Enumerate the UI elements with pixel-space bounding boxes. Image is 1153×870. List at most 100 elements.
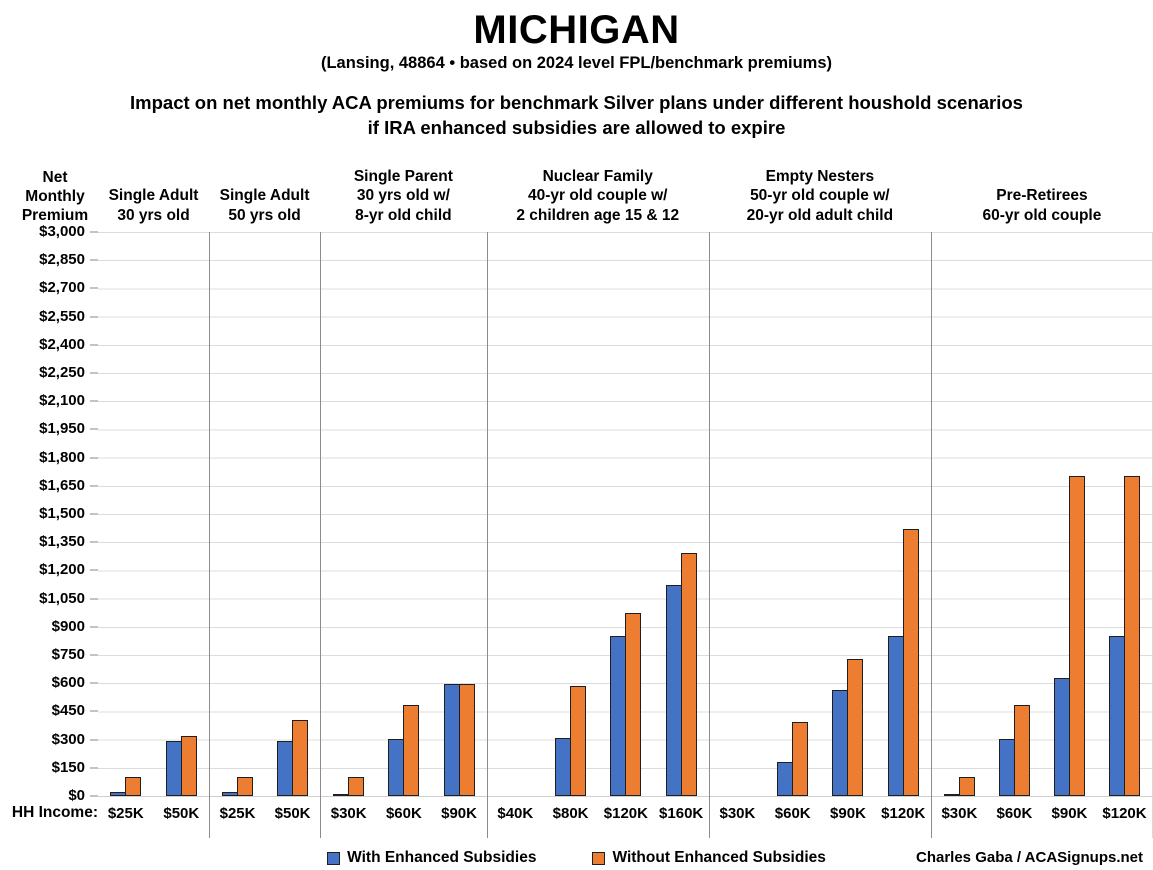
bar-without-enhanced (847, 658, 864, 796)
bar-without-enhanced (625, 612, 642, 796)
bar-with-enhanced (277, 740, 294, 796)
bar-slot (987, 232, 1042, 796)
bar-pair (277, 232, 309, 796)
y-tick-mark (90, 456, 98, 459)
bar-with-enhanced (610, 636, 627, 796)
y-tick-mark (90, 428, 98, 431)
bar-slot (1042, 232, 1097, 796)
y-tick-mark (90, 710, 98, 713)
y-tick-text: $3,000 (39, 223, 85, 240)
scenario-panel-title-line: Single Adult (219, 187, 310, 204)
bar-slot (598, 232, 653, 796)
bar-with-enhanced (110, 792, 127, 796)
scenario-panel-title-line: Empty Nesters (765, 167, 875, 185)
y-tick-label: $2,700 (39, 280, 98, 296)
bar-slot (1097, 232, 1152, 796)
scenario-panel-plot (98, 232, 210, 797)
bar-slot (765, 232, 820, 796)
income-label: $120K (1102, 805, 1147, 822)
y-tick-label: $600 (52, 675, 98, 691)
bar-with-enhanced (555, 737, 572, 796)
y-tick-text: $1,500 (39, 505, 85, 522)
legend-label: Without Enhanced Subsidies (612, 849, 826, 866)
chart-area: Net Monthly Premium $3,000 $2,850 $2,700 $2… (0, 149, 1153, 838)
y-tick-mark (90, 259, 98, 262)
y-tick-text: $2,850 (39, 251, 85, 269)
y-tick-text: $1,950 (39, 420, 85, 438)
bar-pair (887, 232, 919, 796)
scenario-panel-title-line: 30 yrs old w/ (356, 187, 450, 204)
scenario-panel-body: $30K $60K $90K $120K (708, 232, 931, 838)
credit-label: Charles Gaba / ACASignups.net (916, 849, 1143, 866)
bar-with-enhanced (1053, 677, 1070, 796)
bar-pair (832, 232, 864, 796)
chart-headline: Impact on net monthly ACA premiums for b… (0, 90, 1153, 140)
bar-pair (165, 232, 197, 796)
bar-slot (876, 232, 931, 796)
bar-with-enhanced (887, 636, 904, 796)
income-label: $90K (441, 805, 477, 822)
scenario-panel-title-line: 50-yr old couple w/ (750, 187, 890, 204)
income-label: $30K (330, 805, 367, 822)
bar-with-enhanced (832, 689, 849, 796)
y-tick-text: $450 (51, 702, 85, 720)
scenario-panel-plot (487, 232, 709, 797)
y-tick-label: $750 (52, 647, 98, 663)
bar-slot (98, 232, 154, 796)
chart-headline-line-2: if IRA enhanced subsidies are allowed to… (367, 117, 786, 138)
bar-without-enhanced (292, 719, 309, 796)
y-tick-label: $450 (52, 703, 98, 719)
y-tick-text: $150 (51, 758, 85, 776)
bar-pair (388, 232, 420, 796)
bar-pair (110, 232, 142, 796)
scenario-panel-5: Empty Nesters 50-yr old couple w/20-yr ol… (708, 149, 931, 838)
bar-slot (488, 232, 543, 796)
bar-without-enhanced (570, 686, 587, 796)
bar-slot (820, 232, 875, 796)
bar-without-enhanced (680, 552, 697, 796)
bar-slot (210, 232, 265, 796)
bar-with-enhanced (165, 740, 182, 796)
y-tick-mark (90, 569, 98, 572)
y-tick-label: $2,550 (39, 307, 98, 325)
bar-without-enhanced (1068, 476, 1085, 796)
legend-item-without-enhanced: Without Enhanced Subsidies (592, 849, 826, 867)
scenario-panel-title: Single Adult 30 yrs old (98, 149, 209, 225)
chart-subtitle: (Lansing, 48864 • based on 2024 level FP… (320, 54, 833, 72)
bar-pair (443, 232, 475, 796)
income-label: $120K (881, 805, 926, 822)
y-tick-text: $1,350 (39, 533, 85, 551)
y-tick-mark (90, 372, 98, 374)
y-tick-text: $2,700 (39, 279, 85, 297)
y-axis-title: Net Monthly Premium (21, 169, 89, 224)
bar-slot (265, 232, 320, 796)
scenario-panel-xlabels: $40K $80K $120K $160K (488, 797, 709, 830)
bar-with-enhanced (388, 738, 405, 796)
scenario-panel-xlabels: $30K $60K $90K $120K (710, 797, 931, 830)
bar-pair (333, 232, 365, 796)
x-axis-title: HH Income: (11, 804, 98, 821)
scenario-panel-title: Nuclear Family 40-yr old couple w/2 child… (487, 149, 709, 225)
bar-pair (665, 232, 697, 796)
scenario-panel-body: $30K $60K $90K $120K (930, 232, 1153, 838)
y-tick-label: $1,650 (39, 477, 98, 494)
y-tick-mark (90, 400, 98, 403)
bar-without-enhanced (1124, 476, 1140, 796)
scenario-panel-1: Single Adult 30 yrs old $25K $50K (98, 149, 210, 838)
y-tick-label: $1,200 (39, 562, 98, 578)
bar-with-enhanced (222, 792, 239, 796)
bar-without-enhanced (1013, 704, 1030, 796)
y-tick-text: $1,050 (39, 589, 85, 607)
y-tick-label: $1,350 (39, 534, 98, 550)
scenario-panel-title: Single Parent 30 yrs old w/8-yr old child (320, 149, 487, 225)
scenario-panel-xlabels: $25K $50K (210, 797, 320, 830)
y-tick-label: $2,850 (39, 252, 98, 268)
y-tick-text: $300 (51, 730, 85, 748)
scenario-panel-title-line: Nuclear Family (542, 167, 653, 185)
y-tick-mark (90, 513, 98, 515)
y-tick-mark (90, 315, 98, 318)
y-tick-text: $2,550 (39, 307, 85, 325)
y-tick-label: $2,250 (39, 365, 98, 381)
income-label: $60K (996, 805, 1033, 822)
